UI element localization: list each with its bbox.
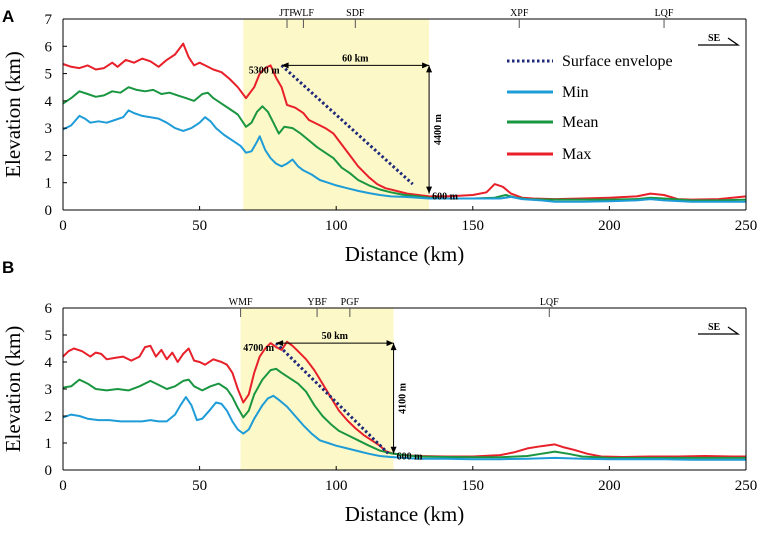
panel-a-y-tick-label: 6 [45, 39, 53, 55]
panel-b-fault-label: LQF [540, 297, 559, 308]
panel-a-width-label: 60 km [342, 53, 369, 64]
panel-b-y-tick-label: 5 [45, 328, 53, 344]
panel-b-highlight-band [240, 308, 394, 470]
panel-b-x-tick-label: 0 [59, 478, 67, 494]
panel-b-height-arrowhead-bottom [390, 446, 397, 454]
panel-a-height-arrowhead-bottom [426, 186, 433, 194]
panel-b-x-tick-label: 100 [325, 478, 348, 494]
panel-b-width-arrowhead-right [386, 340, 394, 347]
panel-a-fault-label: JTF [279, 8, 295, 19]
panel-b-direction-label: SE [708, 322, 721, 333]
panel-a-letter: A [2, 7, 14, 26]
panel-b-width-label: 50 km [322, 331, 349, 342]
panel-b-direction-arrow-icon [698, 326, 741, 335]
panel-a-fault-label: XPF [510, 8, 529, 19]
panel-a-height-arrowhead-top [426, 65, 433, 73]
panel-a-x-axis-label: Distance (km) [345, 242, 465, 266]
panel-b-series-min-line [62, 394, 746, 461]
panel-b-series-mean-line [62, 367, 746, 459]
panel-b-surface-envelope-line [275, 342, 390, 455]
panel-b-x-tick-label: 50 [192, 478, 207, 494]
panel-a-direction-label: SE [708, 33, 721, 44]
panel-a-x-tick-label: 150 [462, 218, 485, 234]
panel-b-y-tick-label: 1 [45, 436, 53, 452]
panel-a-fault-label: SDF [346, 8, 365, 19]
panel-a-x-tick-label: 200 [598, 218, 621, 234]
panel-a-surface-envelope-line [280, 64, 414, 186]
legend-envelope-label: Surface envelope [562, 53, 673, 70]
panel-b-x-axis-label: Distance (km) [345, 502, 465, 526]
legend: Surface envelope Min Mean Max [507, 53, 673, 163]
panel-a-base-label: 600 m [432, 191, 459, 202]
panel-a-width-arrowhead-right [422, 62, 430, 69]
panel-a-y-tick-label: 3 [45, 121, 53, 137]
panel-b-fault-label: YBF [307, 297, 327, 308]
panel-a-fault-label: WLF [293, 8, 315, 19]
panel-a-x-tick-label: 100 [325, 218, 348, 234]
panel-a-y-axis-label: Elevation (km) [1, 51, 25, 178]
panel-b-y-tick-label: 0 [45, 463, 53, 479]
panel-a-y-tick-label: 2 [45, 148, 53, 164]
panel-a-y-tick-label: 0 [45, 203, 53, 219]
panel-b-fault-label: PGF [341, 297, 360, 308]
panel-a-direction-arrow-icon [698, 37, 741, 46]
panel-b-height-arrowhead-top [390, 343, 397, 351]
panel-b-fault-label: WMF [229, 297, 253, 308]
panel-a-y-tick-label: 4 [45, 94, 53, 110]
panel-a-x-tick-label: 250 [735, 218, 758, 234]
panel-a-width-arrowhead-left [281, 62, 289, 69]
panel-b: B 50 km 4100 m 4700 m 600 m 0 50 100 150 200 250 0 1… [1, 258, 757, 526]
panel-b-x-tick-label: 150 [462, 478, 485, 494]
panel-b-y-tick-label: 2 [45, 409, 53, 425]
panel-a-x-tick-label: 0 [59, 218, 67, 234]
panel-b-y-tick-label: 3 [45, 382, 53, 398]
panel-b-height-label: 4100 m [398, 382, 409, 414]
panel-a-fault-label: LQF [655, 8, 674, 19]
panel-b-y-tick-label: 6 [45, 301, 53, 317]
panel-a-x-tick-label: 50 [192, 218, 207, 234]
panel-b-width-arrowhead-left [276, 340, 284, 347]
panel-b-y-axis-label: Elevation (km) [1, 326, 25, 453]
legend-max-label: Max [562, 146, 591, 163]
panel-a-height-label: 4400 m [433, 113, 444, 145]
panel-a-y-tick-label: 7 [45, 12, 53, 28]
panel-b-peak-label: 4700 m [243, 343, 275, 354]
legend-min-label: Min [562, 84, 589, 101]
panel-b-letter: B [2, 258, 14, 277]
panel-b-base-label: 600 m [397, 452, 424, 463]
panel-a-y-tick-label: 5 [45, 67, 53, 83]
panel-b-x-tick-label: 250 [735, 478, 758, 494]
panel-b-series-max-line [62, 340, 746, 458]
panel-b-x-tick-label: 200 [598, 478, 621, 494]
panel-a-series-min-line [62, 109, 746, 203]
panel-a-peak-label: 5300 m [249, 65, 281, 76]
legend-mean-label: Mean [562, 114, 598, 131]
panel-a-highlight-band [243, 19, 430, 210]
panel-a-y-tick-label: 1 [45, 176, 53, 192]
panel-b-y-tick-label: 4 [45, 355, 53, 371]
panel-a: A 60 km 4400 m 5300 m 600 m 0 50 100 150 200 250 0 1… [1, 7, 757, 266]
